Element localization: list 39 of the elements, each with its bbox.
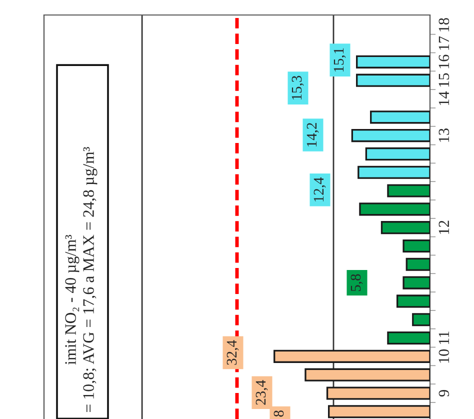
y-tick-label: 10 bbox=[438, 349, 450, 363]
bar bbox=[402, 276, 430, 290]
bar bbox=[387, 331, 430, 345]
bar bbox=[402, 239, 430, 253]
y-tick-label: 17 bbox=[438, 36, 449, 50]
y-tick-label: 14 bbox=[438, 91, 449, 106]
text: 23,4 bbox=[256, 380, 268, 405]
y-tick-label: 9 bbox=[438, 390, 450, 397]
bar bbox=[351, 129, 430, 142]
y-tick-label: 12 bbox=[438, 220, 449, 234]
bar bbox=[326, 386, 430, 400]
annotation: 5,8 bbox=[350, 274, 363, 292]
annotation: 8 bbox=[274, 410, 284, 417]
y-tick-label: 16 bbox=[438, 54, 450, 68]
y-tick-label: 15 bbox=[438, 73, 450, 87]
bar bbox=[396, 294, 430, 308]
bar bbox=[370, 110, 430, 124]
bar bbox=[328, 405, 430, 418]
text: = 10,8; AVG = 17,6 a MAX = 24,8 µg/m³ bbox=[83, 147, 98, 412]
text: 32,4 bbox=[226, 340, 239, 365]
bar bbox=[406, 258, 430, 271]
bar bbox=[304, 368, 430, 382]
bar bbox=[356, 55, 430, 68]
bar bbox=[412, 313, 430, 326]
annotation: 15,1 bbox=[334, 48, 346, 72]
bar bbox=[387, 184, 430, 198]
bar bbox=[274, 350, 430, 363]
annotation: 14,2 bbox=[306, 123, 319, 146]
bar bbox=[356, 74, 430, 87]
bar bbox=[359, 202, 430, 216]
y-tick-label: 11 bbox=[438, 332, 449, 344]
annotation: 15,3 bbox=[292, 76, 304, 100]
text: imit NO₂ - 40 µg/m³ bbox=[65, 234, 80, 365]
bar bbox=[365, 147, 430, 160]
bar bbox=[358, 166, 430, 179]
y-tick-label: 18 bbox=[438, 18, 450, 32]
bar bbox=[380, 221, 430, 234]
y-tick-label: 13 bbox=[438, 128, 450, 142]
annotation: 12,4 bbox=[314, 177, 326, 202]
